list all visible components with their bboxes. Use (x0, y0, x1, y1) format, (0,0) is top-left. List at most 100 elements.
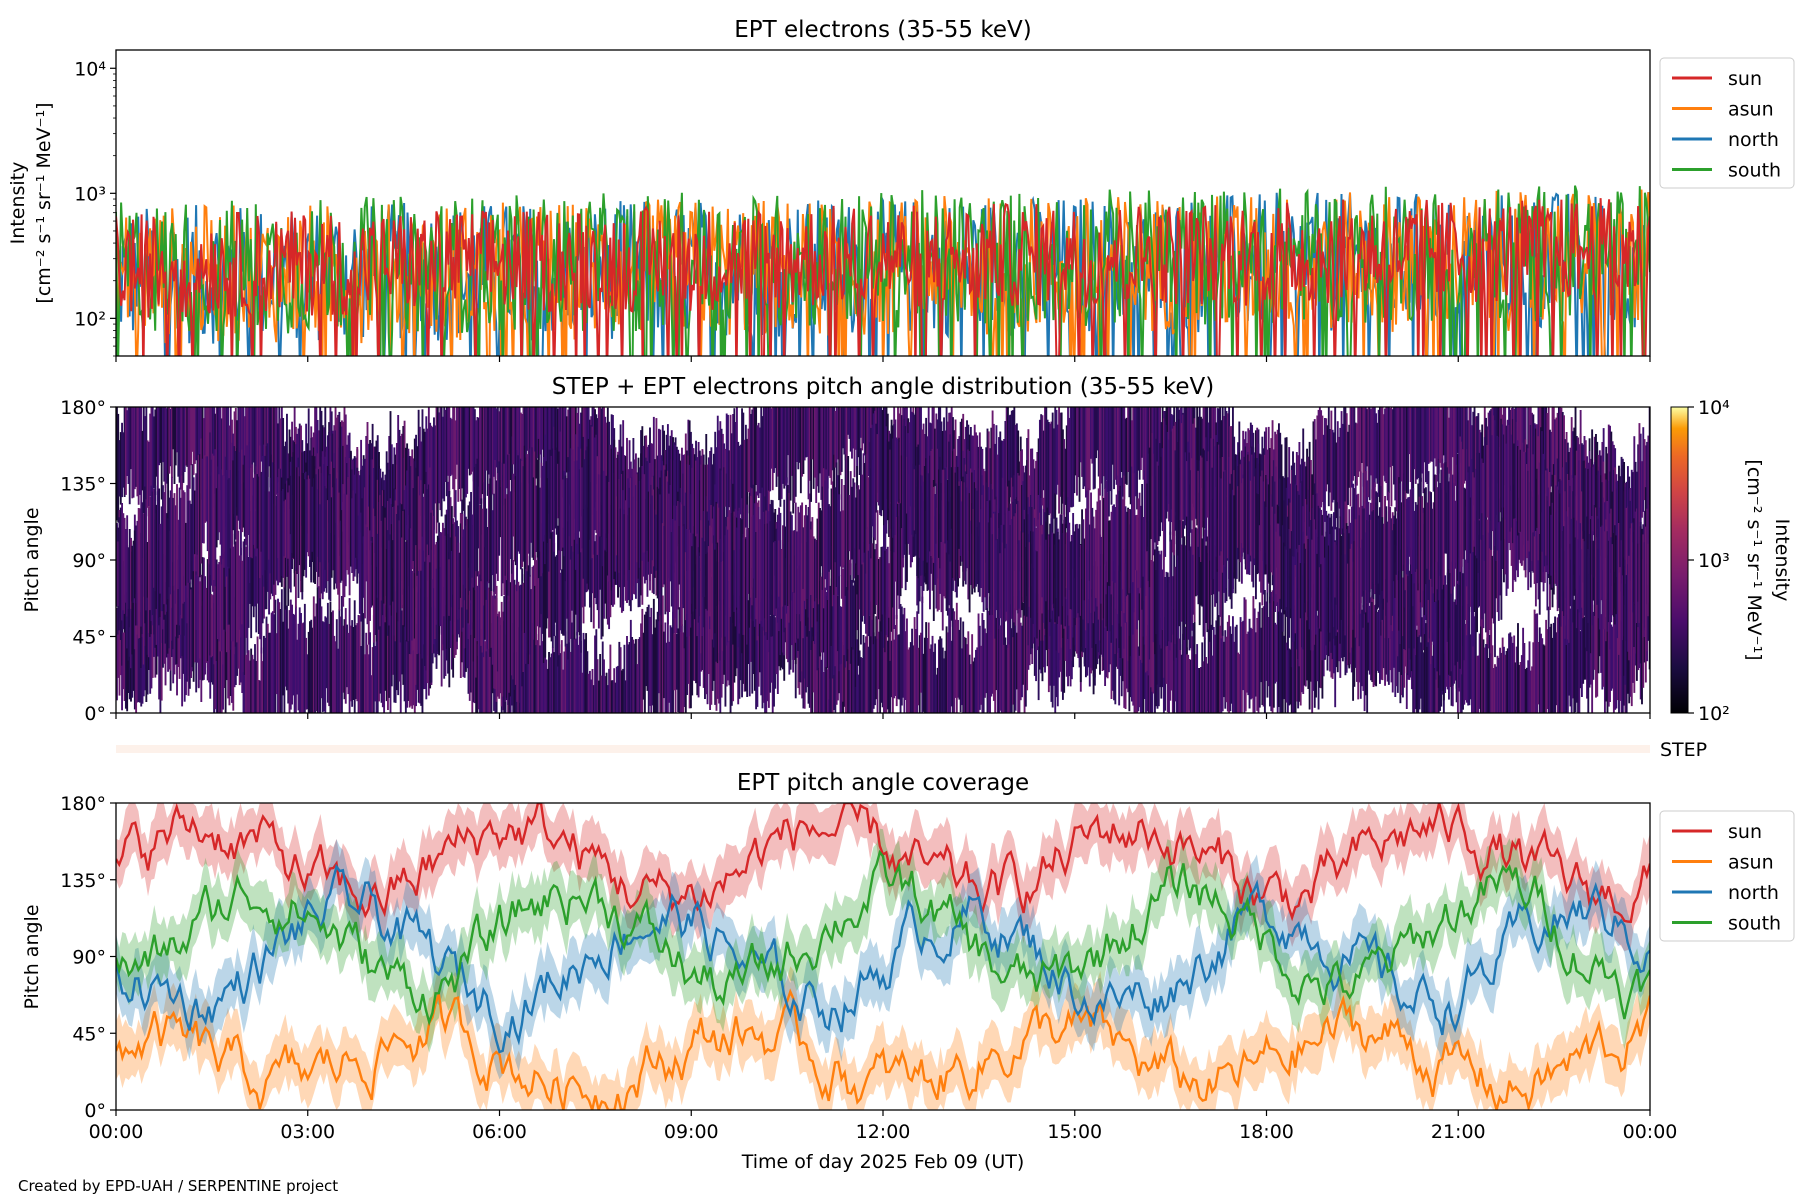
heat-cell (1554, 616, 1557, 713)
heat-cell (562, 479, 565, 548)
heat-cell (1395, 518, 1398, 575)
heat-cell (156, 407, 159, 502)
heat-cell (1524, 452, 1527, 570)
heat-cell (573, 461, 576, 540)
heat-cell (518, 452, 521, 554)
heat-cell (1615, 609, 1618, 709)
heat-cell (1600, 526, 1603, 601)
heat-cell (1003, 439, 1006, 497)
heat-cell (225, 407, 228, 523)
heat-cell (238, 452, 241, 530)
heat-cell (537, 407, 540, 460)
heat-cell (1010, 519, 1013, 619)
heat-cell (532, 407, 535, 478)
heat-cell (1435, 562, 1438, 680)
heat-cell (1382, 523, 1385, 599)
heat-cell (652, 489, 655, 567)
heat-cell (1533, 509, 1536, 584)
heat-cell (1242, 620, 1245, 691)
heat-cell (1104, 488, 1107, 628)
heat-cell (1100, 407, 1103, 484)
heat-cell (863, 541, 866, 624)
heat-cell (700, 464, 703, 569)
heat-cell (944, 468, 947, 544)
heat-cell (580, 448, 582, 553)
heat-cell (210, 594, 213, 658)
heat-cell (1402, 577, 1404, 637)
heat-cell (1214, 446, 1216, 546)
heat-cell (1391, 409, 1394, 466)
heat-cell (842, 407, 844, 449)
heat-cell (282, 489, 285, 578)
heat-cell (1211, 467, 1214, 551)
heat-cell (1286, 516, 1289, 651)
heat-cell (1348, 533, 1351, 669)
heat-cell (1008, 634, 1011, 713)
heat-cell (937, 469, 940, 558)
heat-cell (1520, 438, 1523, 565)
heat-cell (1014, 608, 1017, 711)
heat-cell (1035, 550, 1037, 640)
heat-cell (1138, 492, 1141, 594)
heat-cell (1582, 612, 1585, 684)
heat-cell (412, 488, 415, 562)
heat-cell (1077, 528, 1080, 614)
heat-cell (1384, 408, 1386, 482)
heat-cell (247, 466, 250, 535)
heat-cell (1597, 582, 1600, 674)
heat-cell (1188, 407, 1191, 497)
heat-cell (1318, 602, 1321, 688)
heat-cell (1269, 596, 1271, 707)
heat-cell (661, 595, 664, 713)
heat-cell (891, 528, 894, 608)
heat-cell (829, 665, 832, 713)
heat-cell (425, 471, 428, 610)
heat-cell (1254, 632, 1257, 697)
heat-cell (810, 601, 813, 713)
heat-cell (1398, 407, 1401, 503)
heat-cell (416, 575, 419, 655)
heat-cell (946, 632, 949, 713)
heat-cell (1407, 546, 1409, 676)
heat-cell (237, 442, 240, 521)
heat-cell (962, 476, 965, 587)
legend-label-north: north (1728, 882, 1779, 904)
heat-cell (845, 568, 848, 662)
heat-cell (1497, 657, 1500, 713)
heat-cell (852, 585, 855, 650)
heat-cell (251, 464, 254, 559)
heat-cell (1436, 570, 1439, 672)
heat-cell (417, 476, 420, 593)
heat-cell (1456, 453, 1459, 581)
heat-cell (707, 546, 710, 617)
heat-cell (1445, 604, 1448, 687)
heat-cell (1294, 605, 1297, 713)
heat-cell (342, 625, 345, 693)
heat-cell (205, 407, 208, 473)
heat-cell (591, 426, 594, 559)
heat-cell (1001, 620, 1004, 713)
heat-cell (573, 499, 576, 640)
heat-cell (1015, 632, 1018, 690)
heat-cell (980, 509, 983, 588)
heat-cell (489, 478, 492, 589)
heat-cell (413, 573, 416, 639)
heat-cell (360, 512, 363, 622)
heat-cell (154, 409, 157, 496)
heat-cell (196, 407, 199, 498)
heat-cell (778, 540, 781, 597)
heat-cell (789, 407, 792, 501)
heat-cell (168, 553, 171, 649)
heat-cell (631, 637, 634, 713)
heat-cell (1293, 556, 1296, 642)
heat-cell (225, 470, 228, 577)
heat-cell (1191, 458, 1193, 521)
heat-cell (445, 514, 448, 649)
heat-cell (1118, 407, 1121, 494)
heat-cell (1156, 407, 1159, 492)
heat-cell (410, 528, 412, 655)
heat-cell (802, 582, 805, 709)
heat-cell (1479, 613, 1482, 713)
heat-cell (1492, 668, 1495, 713)
heat-cell (999, 431, 1002, 535)
